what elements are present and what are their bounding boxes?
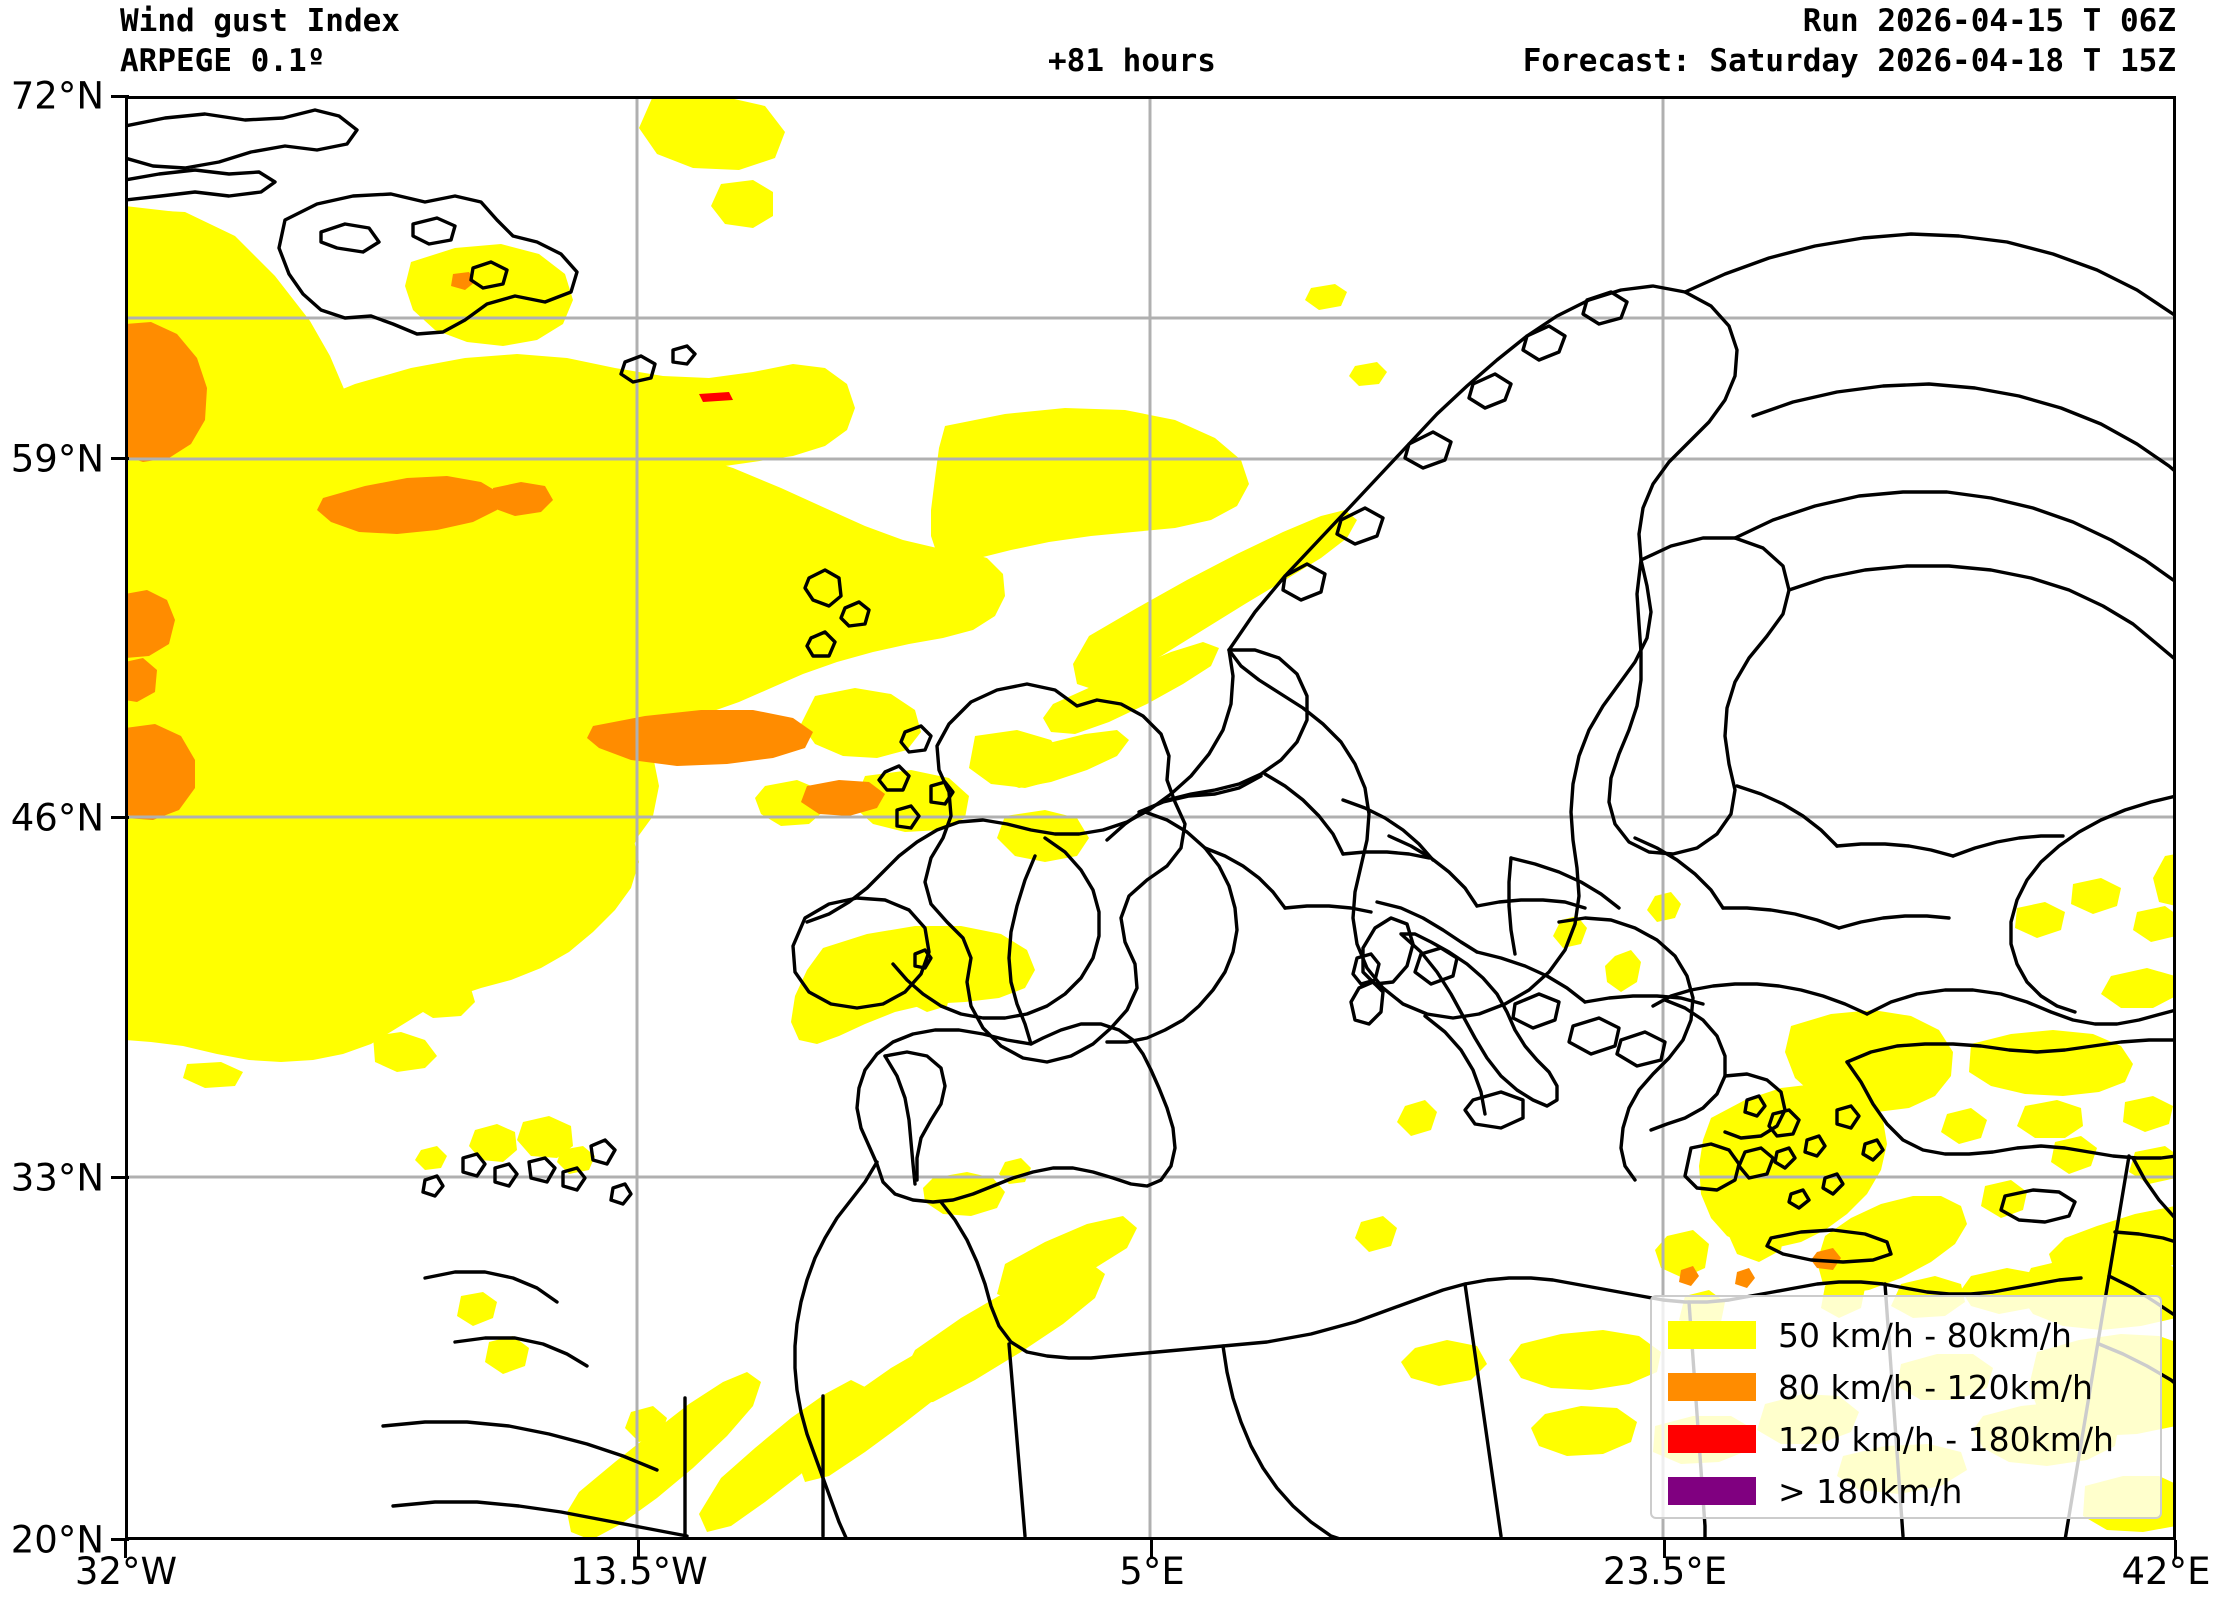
legend-swatch-120-180: [1668, 1425, 1756, 1453]
legend-item-2: 120 km/h - 180km/h: [1668, 1415, 2144, 1463]
x-axis-label-135w: 13.5°W: [570, 1550, 708, 1593]
coastline-layer: [125, 108, 2176, 1540]
legend-swatch-80-120: [1668, 1373, 1756, 1401]
x-axis-label-32w: 32°W: [74, 1550, 178, 1593]
legend-swatch-50-80: [1668, 1321, 1756, 1349]
y-tick-1: [111, 457, 129, 460]
model-label: ARPEGE 0.1º: [120, 43, 326, 79]
x-tick-0: [124, 1540, 127, 1558]
legend-label-over-180: > 180km/h: [1778, 1471, 1963, 1511]
y-tick-2: [111, 816, 129, 819]
legend-label-50-80: 50 km/h - 80km/h: [1778, 1315, 2072, 1355]
x-tick-4: [2174, 1540, 2177, 1558]
gust-layer-orange: [125, 272, 1841, 1288]
y-axis-label-46n: 46°N: [10, 796, 104, 840]
legend-item-1: 80 km/h - 120km/h: [1668, 1363, 2144, 1411]
legend-item-3: > 180km/h: [1668, 1467, 2144, 1515]
y-axis-label-20n: 20°N: [10, 1518, 104, 1562]
gust-layer-red: [699, 392, 733, 402]
legend-label-120-180: 120 km/h - 180km/h: [1778, 1419, 2114, 1459]
legend-box: 50 km/h - 80km/h 80 km/h - 120km/h 120 k…: [1650, 1295, 2162, 1519]
map-canvas: [125, 96, 2176, 1540]
x-tick-3: [1663, 1540, 1666, 1558]
y-axis-label-72n: 72°N: [10, 74, 104, 118]
x-tick-1: [637, 1540, 640, 1558]
lead-time-label: +81 hours: [1048, 43, 1216, 79]
run-timestamp-label: Run 2026-04-15 T 06Z: [1802, 3, 2176, 39]
x-axis-label-235e: 23.5°E: [1602, 1550, 1728, 1593]
y-tick-4: [111, 1538, 129, 1541]
y-tick-3: [111, 1176, 129, 1179]
y-axis-label-33n: 33°N: [10, 1156, 104, 1200]
x-axis-label-5e: 5°E: [1119, 1550, 1185, 1593]
y-tick-0: [111, 95, 129, 98]
y-axis-label-59n: 59°N: [10, 437, 104, 481]
page-title: Wind gust Index: [120, 3, 400, 39]
legend-swatch-over-180: [1668, 1477, 1756, 1505]
legend-item-0: 50 km/h - 80km/h: [1668, 1311, 2144, 1359]
x-tick-2: [1150, 1540, 1153, 1558]
x-axis-label-42e: 42°E: [2121, 1550, 2211, 1593]
legend-label-80-120: 80 km/h - 120km/h: [1778, 1367, 2093, 1407]
map-plot-area: [125, 96, 2176, 1540]
forecast-valid-label: Forecast: Saturday 2026-04-18 T 15Z: [1522, 43, 2176, 79]
